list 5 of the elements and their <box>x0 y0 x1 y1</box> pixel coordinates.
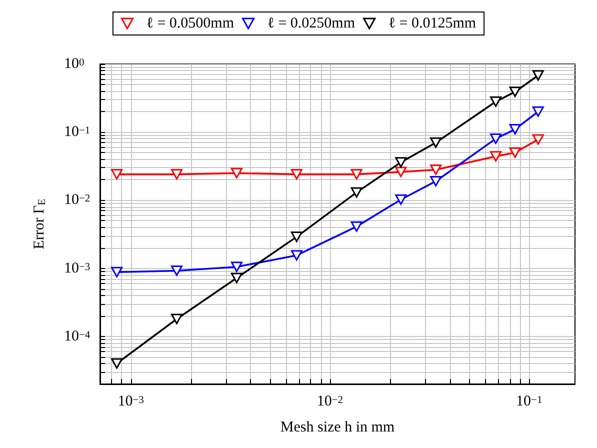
legend-label: ℓ = 0.0500mm <box>146 16 234 32</box>
legend-label: ℓ = 0.0125mm <box>388 16 476 32</box>
legend-label: ℓ = 0.0250mm <box>267 16 356 32</box>
y-axis-title: Error ΓE <box>32 198 48 250</box>
x-axis-title: Mesh size h in mm <box>280 420 395 436</box>
